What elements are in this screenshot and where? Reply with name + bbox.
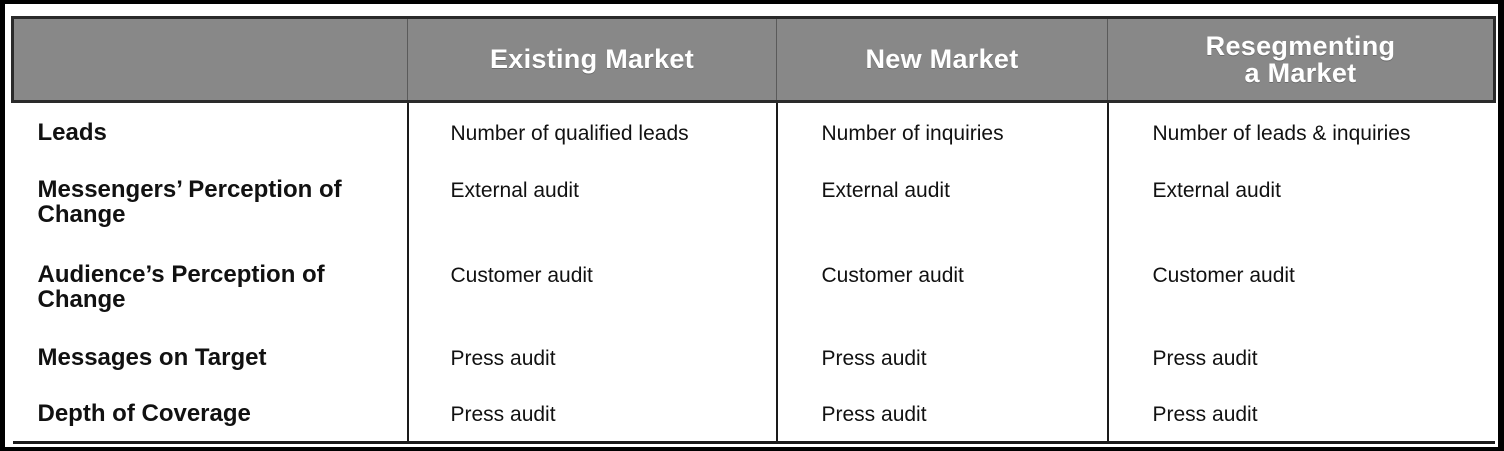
cell-resegmenting-market: Press audit: [1106, 383, 1495, 444]
header-existing-market: Existing Market: [407, 16, 777, 103]
header-new-market: New Market: [776, 16, 1108, 103]
cell-resegmenting-market: External audit: [1106, 160, 1495, 246]
table-row: Messages on Target Press audit Press aud…: [13, 328, 1495, 384]
cell-existing-market: Number of qualified leads: [406, 101, 777, 161]
header-cell-blank: [11, 16, 408, 103]
table-row: Leads Number of qualified leads Number o…: [13, 101, 1495, 161]
header-resegmenting-market: Resegmenting a Market: [1107, 16, 1496, 103]
document-page: Existing Market New Market Resegmenting …: [5, 4, 1498, 447]
metrics-table: Existing Market New Market Resegmenting …: [11, 16, 1496, 444]
cell-new-market: Press audit: [775, 328, 1108, 384]
header-row: Existing Market New Market Resegmenting …: [11, 16, 1496, 103]
row-label-messengers-perception: Messengers’ Perception of Change: [37, 176, 342, 229]
cell-new-market: Number of inquiries: [775, 101, 1108, 161]
cell-resegmenting-market: Press audit: [1106, 328, 1495, 384]
cell-resegmenting-market: Customer audit: [1106, 245, 1495, 329]
cell-new-market: Press audit: [775, 383, 1108, 444]
cell-resegmenting-market: Number of leads & inquiries: [1106, 101, 1495, 161]
cell-existing-market: Press audit: [406, 383, 777, 444]
cell-existing-market: External audit: [406, 160, 777, 246]
row-label-depth-of-coverage: Depth of Coverage: [12, 383, 408, 444]
row-label-messages-on-target: Messages on Target: [37, 344, 267, 372]
cell-new-market: Customer audit: [775, 245, 1108, 329]
table-row: Depth of Coverage Press audit Press audi…: [12, 383, 1495, 444]
cell-existing-market: Customer audit: [406, 245, 777, 329]
cell-existing-market: Press audit: [406, 328, 777, 384]
table-row: Messengers’ Perception of Change Externa…: [13, 160, 1495, 246]
row-label-audiences-perception: Audience’s Perception of Change: [37, 261, 325, 314]
cell-new-market: External audit: [775, 160, 1108, 246]
table-row: Audience’s Perception of Change Customer…: [13, 245, 1495, 329]
row-label-leads: Leads: [37, 119, 107, 146]
